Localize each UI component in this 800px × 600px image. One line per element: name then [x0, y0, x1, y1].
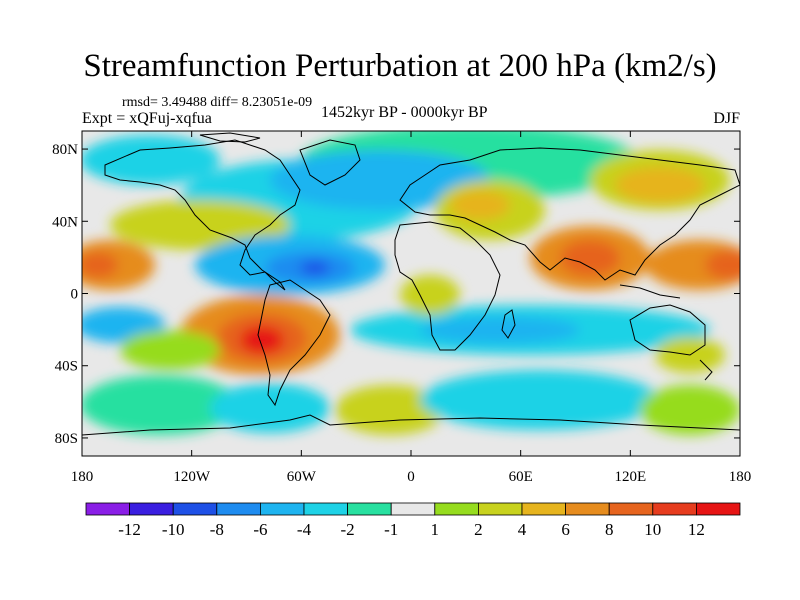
x-tick-label: 60W: [287, 469, 317, 485]
contour-region: [615, 167, 705, 203]
coastline-madagascar: [501, 309, 516, 339]
colorbar-label: -4: [297, 520, 312, 539]
colorbar-label: -6: [253, 520, 267, 539]
contour-region: [82, 375, 240, 435]
plot-title: Streamfunction Perturbation at 200 hPa (…: [83, 48, 717, 84]
y-tick-label: 80S: [55, 431, 78, 447]
contour-region: [270, 150, 490, 210]
x-axis: 180 120W 60W 0 60E 120E 180: [71, 131, 752, 485]
colorbar-label: 2: [474, 520, 483, 539]
coastline-eurasia: [399, 147, 740, 281]
contour-region: [120, 330, 220, 370]
contour-region: [420, 316, 580, 344]
colorbar-swatch: [216, 502, 261, 516]
contour-region: [240, 326, 284, 354]
x-tick-label: 60E: [509, 469, 533, 485]
colorbar-swatch: [521, 502, 566, 516]
colorbar-label: 8: [605, 520, 614, 539]
colorbar-swatch: [259, 502, 305, 516]
contour-region: [82, 252, 118, 278]
colorbar-label: 4: [518, 520, 527, 539]
contour-fill-layer: [82, 131, 740, 436]
colorbar-label: -12: [118, 520, 141, 539]
colorbar-swatch: [565, 502, 610, 516]
contour-region: [400, 275, 460, 315]
y-tick-label: 80N: [52, 142, 78, 158]
experiment-label: Expt = xQFuj-xqfua: [82, 110, 212, 127]
colorbar-label: 6: [561, 520, 570, 539]
coastline-new-zealand: [699, 359, 713, 381]
contour-region: [560, 240, 620, 276]
colorbar-label: 12: [688, 520, 705, 539]
season-label: DJF: [713, 110, 740, 127]
colorbar-swatch: [390, 502, 436, 516]
y-tick-label: 40N: [52, 214, 78, 230]
coastline-islands: [619, 284, 681, 299]
contour-region: [705, 250, 740, 280]
coastline-australia: [629, 304, 706, 356]
coastline-greenland: [299, 139, 361, 186]
contour-region: [640, 385, 740, 435]
colorbar-swatch: [608, 502, 654, 516]
period-label: 1452kyr BP - 0000kyr BP: [321, 104, 488, 121]
coastline-arctic-islands: [199, 132, 261, 143]
contour-region: [450, 190, 510, 220]
colorbar-label: -8: [210, 520, 224, 539]
x-tick-label: 180: [729, 469, 752, 485]
y-tick-label: 0: [71, 287, 79, 303]
colorbar-swatch: [85, 502, 130, 516]
coastline-south-america: [257, 279, 331, 407]
coastline-antarctica: [82, 414, 740, 436]
colorbar-label: 10: [644, 520, 661, 539]
colorbar-label: -1: [384, 520, 398, 539]
x-tick-label: 0: [407, 469, 415, 485]
colorbar-swatch: [652, 502, 697, 516]
colorbar-swatch: [477, 502, 523, 516]
colorbar-swatch: [347, 502, 392, 516]
coastline-north-america: [104, 139, 301, 291]
colorbar-swatch: [172, 502, 218, 516]
y-axis: 80N 40N 0 40S 80S: [52, 142, 740, 447]
colorbar-swatch: [129, 502, 174, 516]
colorbar-label: 1: [431, 520, 440, 539]
contour-region: [110, 200, 290, 250]
colorbar-swatch: [696, 502, 741, 516]
contour-region: [300, 261, 330, 275]
x-tick-label: 120W: [173, 469, 211, 485]
coastlines: [82, 132, 740, 436]
colorbar-label: -2: [341, 520, 355, 539]
coastline-africa: [394, 221, 501, 351]
colorbar-swatch: [434, 502, 479, 516]
colorbar: -12 -10 -8 -6 -4 -2 -1 1 2 4 6 8 10 12: [85, 502, 741, 539]
y-tick-label: 40S: [55, 359, 78, 375]
x-tick-label: 120E: [614, 469, 646, 485]
contour-region: [210, 383, 330, 433]
x-tick-label: 180: [71, 469, 94, 485]
colorbar-label: -10: [162, 520, 185, 539]
contour-region: [82, 135, 220, 185]
colorbar-swatch: [303, 502, 348, 516]
stats-text: rmsd= 3.49488 diff= 8.23051e-09: [122, 95, 313, 110]
contour-region: [420, 370, 660, 430]
